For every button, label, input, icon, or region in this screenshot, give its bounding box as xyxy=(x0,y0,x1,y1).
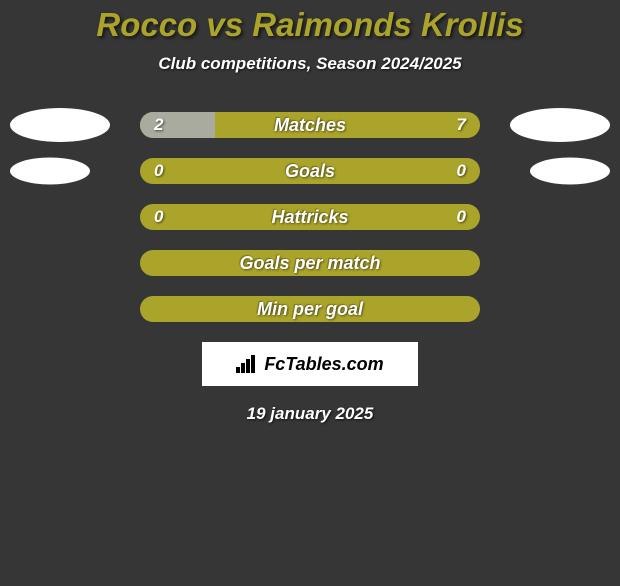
logo: FcTables.com xyxy=(236,354,383,375)
stat-label: Goals per match xyxy=(140,250,480,276)
stat-row: Min per goal xyxy=(0,296,620,322)
stat-bar: Min per goal xyxy=(140,296,480,322)
stat-label: Hattricks xyxy=(140,204,480,230)
stat-label: Goals xyxy=(140,158,480,184)
player-right-placeholder xyxy=(530,158,610,185)
page-title: Rocco vs Raimonds Krollis xyxy=(0,6,620,44)
stat-row: Goals per match xyxy=(0,250,620,276)
stat-row: 27Matches xyxy=(0,112,620,138)
logo-box: FcTables.com xyxy=(202,342,418,386)
stat-bar: 00Hattricks xyxy=(140,204,480,230)
subtitle: Club competitions, Season 2024/2025 xyxy=(0,54,620,74)
player-right-placeholder xyxy=(510,108,610,142)
player-left-placeholder xyxy=(10,158,90,185)
stat-bar: 27Matches xyxy=(140,112,480,138)
stat-row: 00Hattricks xyxy=(0,204,620,230)
stat-label: Min per goal xyxy=(140,296,480,322)
stat-label: Matches xyxy=(140,112,480,138)
player-left-placeholder xyxy=(10,108,110,142)
bars-icon xyxy=(236,355,258,373)
stat-bar: Goals per match xyxy=(140,250,480,276)
date-text: 19 january 2025 xyxy=(0,404,620,424)
logo-text: FcTables.com xyxy=(264,354,383,375)
stat-row: 00Goals xyxy=(0,158,620,184)
stats-rows: 27Matches 00Goals 00Hattricks Goals per mat… xyxy=(0,112,620,322)
stat-bar: 00Goals xyxy=(140,158,480,184)
